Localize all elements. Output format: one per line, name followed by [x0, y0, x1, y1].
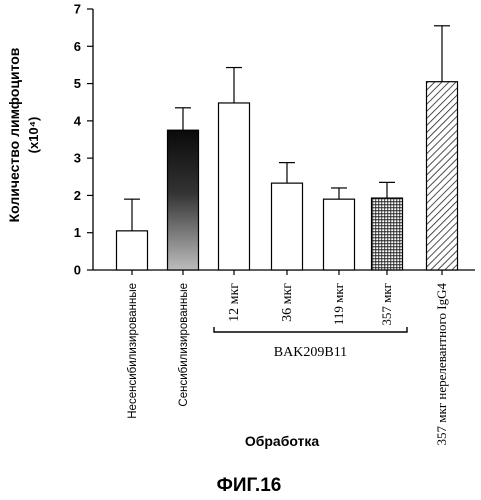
group-label: BAK209B11 — [274, 345, 347, 360]
y-ticks: 0 1 2 3 4 5 6 7 — [74, 2, 93, 278]
x-tick-label: 119 мкг — [331, 283, 346, 325]
bar — [272, 183, 303, 270]
y-axis-label: Количество лимфоцитов — [6, 47, 22, 222]
bar — [427, 82, 458, 270]
y-axis-unit: (x10⁴) — [26, 117, 41, 154]
y-tick-label: 1 — [74, 225, 81, 240]
y-tick-label: 6 — [74, 39, 81, 54]
group-bracket — [214, 327, 407, 332]
y-tick-label: 2 — [74, 188, 81, 203]
x-tick-label: Сенсибилизированные — [178, 283, 190, 407]
y-tick-label: 5 — [74, 76, 81, 91]
x-axis-label: Обработка — [245, 433, 320, 449]
x-tick-label: 12 мкг — [227, 283, 242, 322]
bar — [168, 130, 199, 270]
y-tick-label: 0 — [74, 263, 81, 278]
figure-caption: ФИГ.16 — [217, 475, 282, 496]
x-tick-label: 357 мкг — [379, 283, 394, 326]
y-tick-label: 7 — [74, 2, 81, 17]
bar — [372, 198, 403, 270]
x-tick-label: Несенсибилизированные — [127, 283, 139, 419]
x-tick-labels: Несенсибилизированные Сенсибилизированные… — [127, 283, 449, 446]
bars — [117, 26, 458, 275]
y-tick-label: 4 — [74, 113, 82, 128]
bar — [117, 231, 148, 270]
y-tick-label: 3 — [74, 151, 81, 166]
x-tick-label: 36 мкг — [280, 283, 295, 322]
bar — [219, 103, 250, 270]
bar — [324, 199, 355, 270]
x-tick-label: 357 мкг нерелевантного IgG4 — [434, 283, 449, 446]
